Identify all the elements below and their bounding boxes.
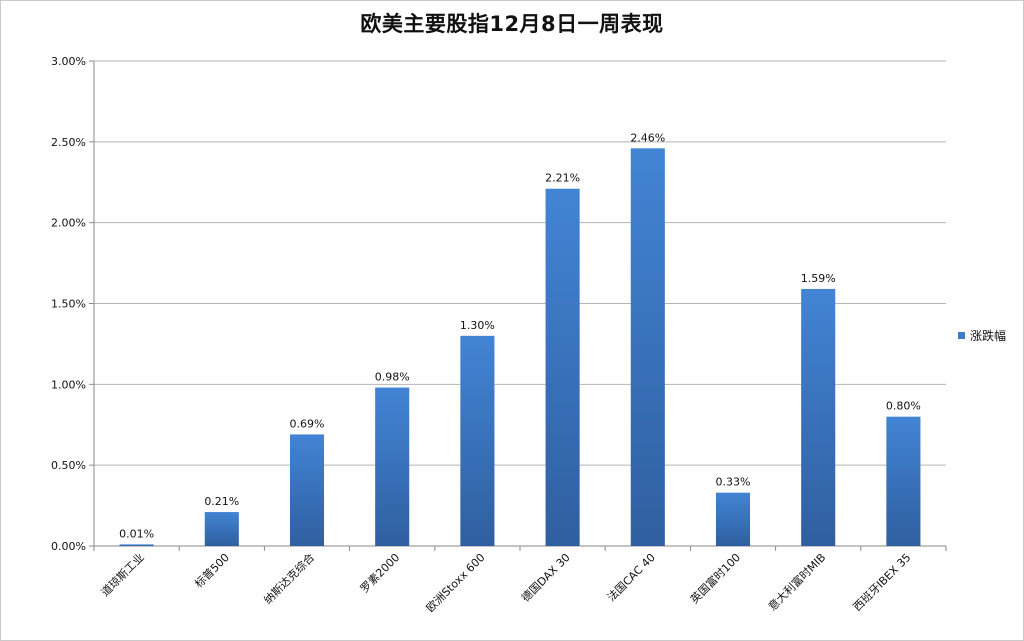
bar: [886, 416, 921, 546]
x-tick-label: 道琼斯工业: [98, 550, 147, 599]
data-label: 0.33%: [716, 476, 751, 489]
y-tick-label: 2.50%: [51, 136, 86, 149]
chart-title: 欧美主要股指12月8日一周表现: [360, 12, 664, 36]
data-label: 0.98%: [375, 371, 410, 384]
bar: [375, 387, 410, 546]
y-tick-label: 0.00%: [51, 540, 86, 553]
bar: [630, 148, 665, 547]
bar: [460, 335, 495, 546]
x-tick-label: 欧洲Stoxx 600: [424, 551, 488, 615]
x-tick-label: 德国DAX 30: [518, 550, 572, 604]
y-tick-label: 3.00%: [51, 55, 86, 68]
bar: [204, 512, 239, 546]
legend: 涨跌幅: [958, 327, 1006, 344]
data-label: 0.01%: [119, 527, 154, 540]
y-tick-label: 1.00%: [51, 378, 86, 391]
legend-label: 涨跌幅: [970, 329, 1007, 343]
y-tick-label: 2.00%: [51, 217, 86, 230]
legend-swatch: [958, 332, 965, 339]
x-tick-label: 标普500: [192, 550, 232, 590]
y-tick-label: 1.50%: [51, 298, 86, 311]
data-label: 0.69%: [290, 417, 325, 430]
bar: [545, 188, 580, 546]
data-label: 2.21%: [545, 172, 580, 185]
y-tick-label: 0.50%: [51, 459, 86, 472]
x-tick-label: 纳斯达克综合: [261, 550, 318, 607]
x-tick-label: 西班牙IBEX 35: [851, 551, 914, 614]
bar: [801, 288, 836, 546]
bar: [715, 492, 751, 546]
x-tick-label: 法国CAC 40: [604, 550, 658, 604]
data-label: 0.21%: [204, 495, 239, 508]
x-tick-label: 意大利富时MIB: [765, 550, 828, 613]
bar: [289, 434, 325, 546]
x-tick-label: 英国富时100: [687, 550, 743, 606]
data-label: 1.30%: [460, 319, 495, 332]
x-tick-label: 罗素2000: [358, 551, 403, 596]
data-label: 2.46%: [630, 131, 665, 144]
bar: [119, 544, 154, 546]
data-label: 1.59%: [801, 272, 836, 285]
data-label: 0.80%: [886, 400, 921, 413]
